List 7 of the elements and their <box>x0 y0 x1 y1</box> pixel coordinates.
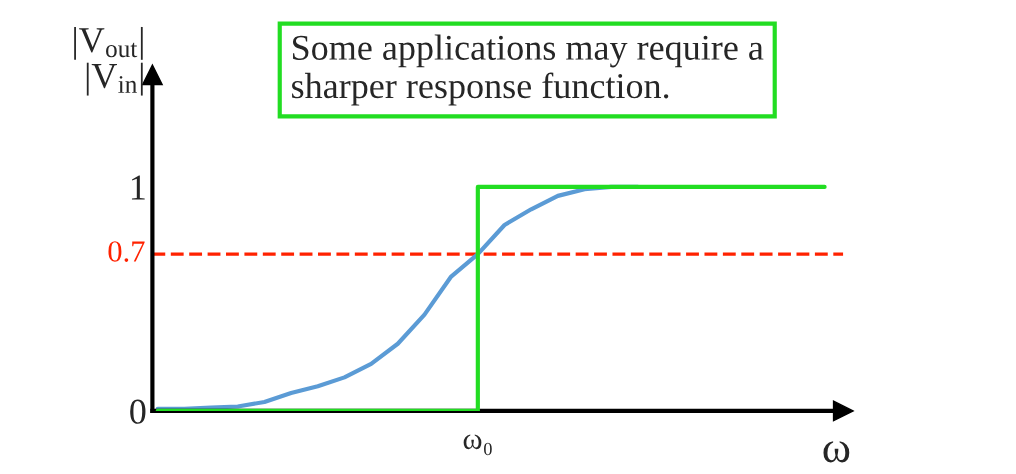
annotation: Some applications may require a sharper response function. <box>292 34 764 106</box>
x-tick-label: ω₀ <box>463 434 492 456</box>
y-axis-title: |V$_{out}$| |V$_{in}$| <box>74 26 143 96</box>
x-axis-title: ω <box>823 441 850 463</box>
y-tick-label: 0 <box>130 399 146 424</box>
ref-line-label: 0.7 <box>108 241 145 262</box>
y-tick-label: 1 <box>131 175 145 200</box>
